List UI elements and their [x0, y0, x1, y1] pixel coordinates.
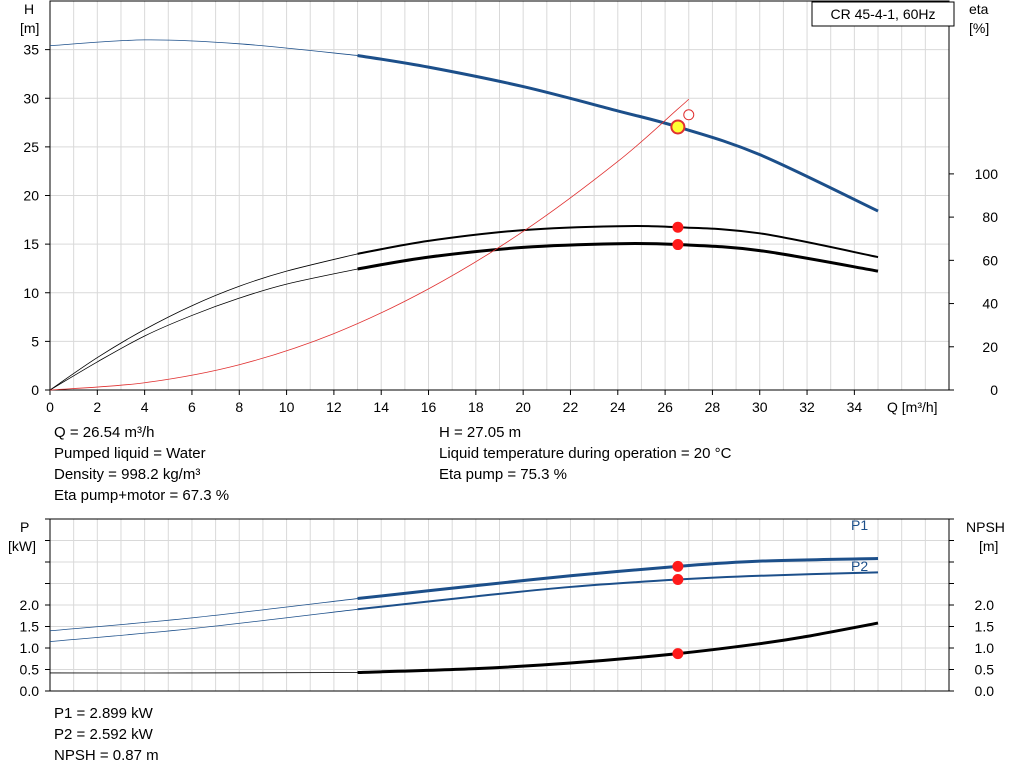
lower-axes: 0.0 0.5 1.0 1.5 2.0 0.0 0.5 1.0 1.5 2.0	[20, 518, 995, 699]
info-liquid: Pumped liquid = Water	[54, 445, 206, 462]
series-p2	[357, 571, 879, 611]
series-eta-pump-motor	[357, 241, 879, 273]
x-tick-label: 8	[235, 399, 243, 415]
info-eta-pump-motor: Eta pump+motor = 67.3 %	[54, 487, 230, 504]
power-npsh-operating-point	[672, 574, 684, 586]
y2-tick-label: 2.0	[975, 597, 995, 613]
info-p2: P2 = 2.592 kW	[54, 726, 153, 743]
y2-tick-label: 40	[982, 296, 998, 312]
y-axis-unit-p: [kW]	[8, 538, 36, 554]
y2-tick-label: 20	[982, 339, 998, 355]
y-tick-label: 30	[23, 90, 39, 106]
y-tick-label: 1.5	[20, 619, 40, 635]
y2-tick-label: 0.0	[975, 683, 995, 699]
y2-tick-label: 60	[982, 252, 998, 268]
duty-point-marker	[670, 119, 686, 135]
x-tick-label: 0	[46, 399, 54, 415]
lower-grid	[49, 518, 950, 692]
upper-grid	[49, 0, 950, 391]
x-tick-label: 22	[563, 399, 579, 415]
y2-axis-label-eta: eta	[969, 1, 989, 17]
y-tick-label: 2.0	[20, 597, 40, 613]
info-left: Q = 26.54 m³/h Pumped liquid = Water Den…	[54, 422, 229, 506]
y2-tick-label: 0.5	[975, 662, 995, 678]
x-tick-label: 20	[515, 399, 531, 415]
y-tick-label: 20	[23, 188, 39, 204]
x-tick-label: 10	[279, 399, 295, 415]
y-tick-label: 25	[23, 139, 39, 155]
y-tick-label: 0.5	[20, 662, 40, 678]
series-eta-pump-thin	[49, 252, 364, 391]
power-npsh-operating-point	[672, 648, 684, 660]
x-tick-label: 18	[468, 399, 484, 415]
series-label-p2: P2	[851, 558, 868, 574]
chart-title: CR 45-4-1, 60Hz	[830, 6, 935, 22]
y-axis-label-p: P	[20, 519, 29, 535]
x-tick-label: 6	[188, 399, 196, 415]
y2-tick-label: 80	[982, 209, 998, 225]
y-tick-label: 5	[31, 333, 39, 349]
y-tick-label: 0.0	[20, 683, 40, 699]
system-curve-end-marker	[683, 109, 695, 121]
series-layer	[49, 39, 879, 675]
series-system-curve	[49, 98, 690, 391]
y2-tick-label: 0	[990, 382, 998, 398]
eta-operating-point	[672, 239, 684, 251]
info-bottom: P1 = 2.899 kW P2 = 2.592 kW NPSH = 0.87 …	[54, 703, 159, 766]
x-tick-label: 14	[373, 399, 389, 415]
x-axis-label: Q [m³/h]	[887, 399, 938, 415]
y2-axis-unit-eta: [%]	[969, 20, 989, 36]
series-label-p1: P1	[851, 517, 868, 533]
y-tick-label: 15	[23, 236, 39, 252]
series-npsh	[357, 621, 879, 675]
series-eta-pump	[357, 224, 879, 259]
series-eta-pump-motor-thin	[49, 267, 364, 391]
power-npsh-operating-point	[672, 560, 684, 572]
y-tick-label: 35	[23, 42, 39, 58]
x-tick-label: 16	[421, 399, 437, 415]
info-flow: Q = 26.54 m³/h	[54, 424, 155, 441]
x-tick-label: 32	[799, 399, 815, 415]
y2-tick-label: 1.5	[975, 619, 995, 635]
y-axis-label-h: H	[24, 1, 34, 17]
marker-layer	[670, 109, 695, 660]
y2-tick-label: 1.0	[975, 640, 995, 656]
y2-tick-label: 100	[975, 166, 999, 182]
info-eta-pump: Eta pump = 75.3 %	[439, 466, 567, 483]
info-npsh: NPSH = 0.87 m	[54, 747, 159, 764]
info-density: Density = 998.2 kg/m³	[54, 466, 201, 483]
y-axis-unit-h: [m]	[20, 20, 39, 36]
x-tick-label: 4	[141, 399, 149, 415]
x-tick-label: 26	[657, 399, 673, 415]
title-box: CR 45-4-1, 60Hz	[811, 1, 955, 27]
x-tick-label: 24	[610, 399, 626, 415]
y-tick-label: 10	[23, 285, 39, 301]
series-p1	[357, 557, 879, 601]
info-temperature: Liquid temperature during operation = 20…	[439, 445, 732, 462]
info-head: H = 27.05 m	[439, 424, 522, 441]
series-h	[357, 53, 879, 213]
x-tick-label: 30	[752, 399, 768, 415]
series-p2-thin	[49, 607, 371, 642]
x-tick-label: 28	[705, 399, 721, 415]
eta-operating-point	[672, 221, 684, 233]
upper-axes: 0 2 4 6 8 10 12 14 16 18 20 22 24 26 28 30 32 34051015202…	[23, 0, 999, 415]
x-tick-label: 34	[847, 399, 863, 415]
x-tick-label: 12	[326, 399, 342, 415]
y2-axis-unit-npsh: [m]	[979, 538, 998, 554]
info-right: H = 27.05 m Liquid temperature during op…	[439, 422, 731, 485]
y-tick-label: 0	[31, 382, 39, 398]
y2-axis-label-npsh: NPSH	[966, 519, 1005, 535]
info-p1: P1 = 2.899 kW	[54, 705, 153, 722]
x-tick-label: 2	[93, 399, 101, 415]
y-tick-label: 1.0	[20, 640, 40, 656]
